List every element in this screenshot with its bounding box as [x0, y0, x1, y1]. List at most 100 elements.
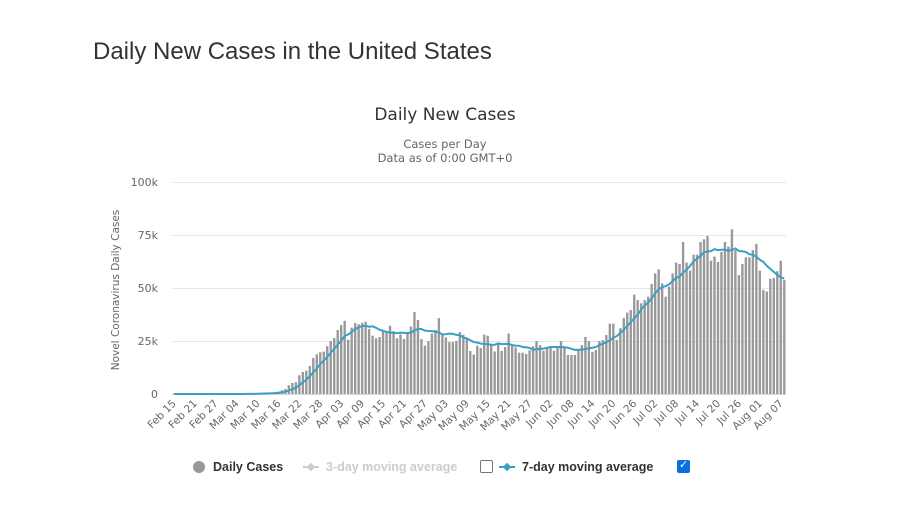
bar[interactable]	[507, 333, 510, 394]
bar[interactable]	[465, 339, 468, 394]
bar[interactable]	[758, 270, 762, 394]
bar[interactable]	[594, 349, 598, 394]
bar[interactable]	[430, 333, 434, 394]
bar[interactable]	[580, 345, 584, 394]
bar[interactable]	[751, 250, 755, 394]
bar[interactable]	[312, 357, 315, 394]
bar[interactable]	[713, 256, 716, 394]
bar[interactable]	[563, 346, 566, 394]
bar[interactable]	[653, 273, 657, 394]
bar[interactable]	[346, 339, 350, 394]
bar[interactable]	[716, 261, 720, 394]
bar[interactable]	[748, 257, 751, 394]
bar[interactable]	[650, 283, 653, 394]
bar[interactable]	[591, 352, 594, 394]
bar[interactable]	[542, 350, 545, 394]
bar[interactable]	[343, 320, 346, 394]
bar[interactable]	[500, 350, 503, 394]
bar[interactable]	[633, 294, 636, 394]
bar[interactable]	[395, 338, 399, 394]
bar[interactable]	[783, 279, 786, 394]
bar[interactable]	[385, 331, 388, 394]
bar[interactable]	[462, 334, 465, 394]
bar[interactable]	[601, 339, 605, 394]
bar[interactable]	[490, 343, 493, 394]
bar[interactable]	[455, 341, 458, 394]
bar[interactable]	[608, 323, 612, 394]
bar[interactable]	[643, 300, 646, 394]
bar[interactable]	[626, 312, 629, 394]
bar[interactable]	[688, 270, 692, 394]
bar[interactable]	[615, 339, 618, 394]
bar[interactable]	[629, 310, 632, 394]
bar[interactable]	[660, 283, 664, 394]
bar[interactable]	[709, 260, 713, 394]
bar[interactable]	[336, 329, 339, 394]
bar[interactable]	[730, 229, 734, 394]
bar[interactable]	[556, 346, 559, 394]
bar[interactable]	[476, 345, 479, 394]
bar[interactable]	[734, 250, 737, 394]
bar[interactable]	[388, 325, 392, 394]
bar[interactable]	[364, 321, 367, 394]
bar[interactable]	[524, 353, 528, 394]
7-day-average-checkbox[interactable]: ✓	[677, 458, 690, 473]
bar[interactable]	[685, 262, 688, 394]
bar[interactable]	[647, 296, 650, 394]
bar[interactable]	[640, 303, 643, 394]
bar[interactable]	[570, 354, 573, 394]
legend-item-7-day-average[interactable]: 7-day moving average	[499, 458, 653, 475]
bar[interactable]	[671, 273, 674, 394]
bar[interactable]	[486, 335, 489, 394]
bar[interactable]	[772, 278, 775, 394]
bar[interactable]	[444, 337, 448, 394]
bar[interactable]	[702, 239, 706, 394]
bar[interactable]	[706, 236, 709, 394]
bar[interactable]	[528, 350, 531, 394]
bar[interactable]	[769, 278, 772, 394]
bar[interactable]	[723, 242, 727, 394]
bar[interactable]	[741, 264, 744, 394]
bar[interactable]	[619, 328, 622, 394]
bar[interactable]	[357, 324, 360, 394]
bar[interactable]	[329, 341, 332, 394]
bar[interactable]	[308, 366, 311, 394]
bar[interactable]	[762, 289, 765, 394]
bar[interactable]	[451, 342, 455, 394]
bar[interactable]	[493, 351, 496, 394]
bar[interactable]	[755, 243, 758, 394]
bar[interactable]	[552, 350, 556, 394]
bar[interactable]	[371, 335, 374, 394]
bar[interactable]	[360, 322, 364, 394]
bar[interactable]	[674, 262, 678, 394]
bar[interactable]	[402, 338, 406, 394]
bar[interactable]	[667, 286, 671, 394]
bar[interactable]	[315, 354, 318, 394]
bar[interactable]	[322, 351, 325, 394]
bar[interactable]	[350, 327, 353, 394]
bar[interactable]	[472, 354, 475, 394]
bar[interactable]	[353, 322, 357, 394]
bar[interactable]	[374, 338, 378, 394]
seven-day-average-line[interactable]	[173, 247, 785, 395]
bar[interactable]	[521, 352, 524, 394]
bar[interactable]	[535, 341, 538, 394]
bar[interactable]	[441, 333, 444, 394]
bar[interactable]	[737, 275, 741, 394]
bar[interactable]	[587, 341, 591, 394]
bar[interactable]	[497, 344, 500, 394]
bar[interactable]	[538, 345, 542, 394]
legend-item-3-day-average[interactable]: 3-day moving average	[303, 458, 457, 475]
bar[interactable]	[566, 354, 570, 394]
bar[interactable]	[326, 346, 329, 394]
bar[interactable]	[612, 323, 615, 394]
bar[interactable]	[305, 370, 308, 394]
bar[interactable]	[699, 242, 702, 394]
bar[interactable]	[636, 300, 639, 394]
bar[interactable]	[406, 332, 409, 394]
bar[interactable]	[727, 246, 730, 394]
3-day-average-checkbox[interactable]: ✓	[480, 460, 493, 473]
bar[interactable]	[458, 332, 461, 394]
bar[interactable]	[531, 346, 535, 394]
bar[interactable]	[765, 291, 768, 394]
